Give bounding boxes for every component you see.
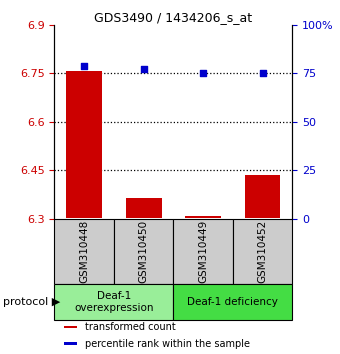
Bar <box>64 326 77 328</box>
Text: GSM310450: GSM310450 <box>139 220 149 283</box>
Text: GSM310448: GSM310448 <box>79 219 89 283</box>
Bar <box>114 219 173 284</box>
Text: protocol ▶: protocol ▶ <box>3 297 61 307</box>
Text: Deaf-1
overexpression: Deaf-1 overexpression <box>74 291 154 313</box>
Point <box>81 63 87 68</box>
Bar <box>54 284 173 320</box>
Point <box>260 70 265 76</box>
Text: GSM310452: GSM310452 <box>258 219 268 283</box>
Bar <box>64 342 77 345</box>
Point <box>141 67 146 72</box>
Bar <box>126 198 162 218</box>
Title: GDS3490 / 1434206_s_at: GDS3490 / 1434206_s_at <box>94 11 253 24</box>
Bar <box>173 219 233 284</box>
Bar <box>245 175 280 218</box>
Bar <box>185 216 221 218</box>
Bar <box>233 219 292 284</box>
Text: transformed count: transformed count <box>85 322 176 332</box>
Text: percentile rank within the sample: percentile rank within the sample <box>85 339 250 349</box>
Bar <box>173 284 292 320</box>
Bar <box>54 219 114 284</box>
Point <box>200 70 206 76</box>
Bar <box>66 71 102 218</box>
Text: GSM310449: GSM310449 <box>198 219 208 283</box>
Text: Deaf-1 deficiency: Deaf-1 deficiency <box>187 297 278 307</box>
